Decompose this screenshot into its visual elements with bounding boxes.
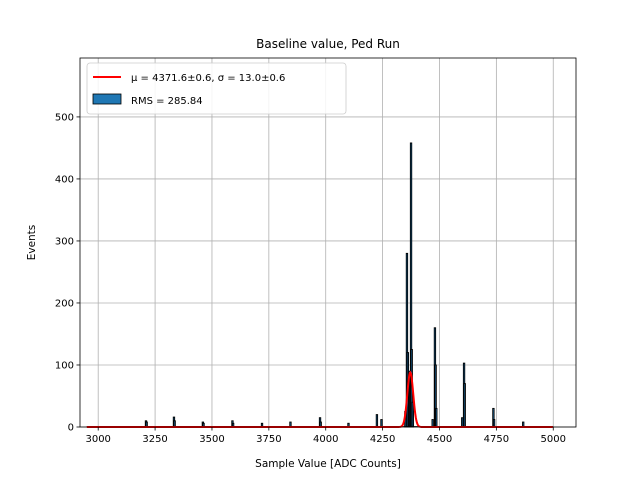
histogram-bar: [380, 419, 383, 428]
chart-title: Baseline value, Ped Run: [256, 37, 400, 51]
y-tick-label: 100: [55, 360, 74, 371]
x-tick-label: 4750: [484, 434, 509, 445]
y-tick-label: 500: [55, 112, 74, 123]
x-tick-label: 3750: [256, 434, 281, 445]
y-tick-label: 300: [55, 236, 74, 247]
x-axis-ticks: 3000 3250 3500 3750 4000 4250 4500 4750 5000: [85, 427, 566, 445]
x-axis-label: Sample Value [ADC Counts]: [255, 458, 401, 470]
histogram-bar: [492, 419, 496, 428]
y-tick-label: 400: [55, 174, 74, 185]
histogram-bar: [431, 419, 434, 428]
histogram-bar: [461, 417, 464, 428]
legend-box: [86, 62, 347, 115]
legend-histogram-label: RMS = 285.84: [131, 96, 203, 107]
x-tick-label: 3000: [85, 434, 110, 445]
x-tick-label: 4250: [370, 434, 395, 445]
y-axis-label: Events: [26, 225, 38, 261]
histogram-bar: [463, 383, 466, 428]
histogram-bar: [435, 407, 438, 428]
x-tick-label: 3500: [199, 434, 224, 445]
y-axis-ticks: 0 100 200 300 400 500: [55, 112, 80, 434]
x-tick-label: 3250: [142, 434, 167, 445]
histogram-bar: [375, 414, 379, 428]
x-tick-label: 4000: [313, 434, 338, 445]
y-tick-label: 200: [55, 298, 74, 309]
x-tick-label: 5000: [541, 434, 566, 445]
x-tick-label: 4500: [427, 434, 452, 445]
y-tick-label: 0: [68, 423, 74, 434]
legend-fit-label: μ = 4371.6±0.6, σ = 13.0±0.6: [131, 73, 285, 84]
legend-histogram-swatch: [92, 93, 122, 105]
plot-frame: [79, 57, 577, 428]
legend: μ = 4371.6±0.6, σ = 13.0±0.6 RMS = 285.8…: [86, 62, 347, 115]
